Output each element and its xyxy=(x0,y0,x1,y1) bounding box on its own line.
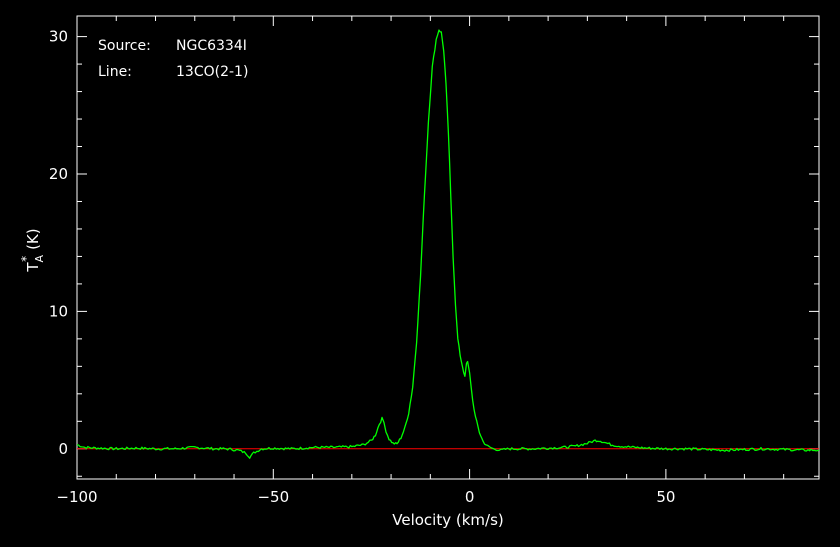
y-axis-ticks: 0 10 20 30 xyxy=(49,28,819,477)
source-info: Source: NGC6334I Line: 13CO(2-1) xyxy=(98,38,248,80)
plot-frame xyxy=(76,15,820,480)
source-value: NGC6334I xyxy=(176,38,247,54)
y-axis-title-subscript: A xyxy=(33,254,46,262)
y-axis-title-unit: (K) xyxy=(24,228,42,250)
x-tick-label: 0 xyxy=(465,488,475,506)
spectrum-line xyxy=(76,29,820,459)
line-value: 13CO(2-1) xyxy=(176,64,248,80)
line-label: Line: xyxy=(98,64,132,80)
y-tick-label: 30 xyxy=(49,28,68,46)
x-tick-label: −100 xyxy=(56,488,97,506)
x-axis-title: Velocity (km/s) xyxy=(392,511,503,529)
y-tick-label: 20 xyxy=(49,165,68,183)
y-tick-label: 0 xyxy=(58,440,68,458)
x-axis-ticks: −100 −50 0 50 xyxy=(56,16,785,506)
x-tick-label: 50 xyxy=(656,488,675,506)
y-tick-label: 10 xyxy=(49,302,68,320)
y-axis-title-superscript: * xyxy=(19,256,33,262)
source-label: Source: xyxy=(98,38,151,54)
svg-text:TA*(K): TA* (K) xyxy=(19,228,46,272)
y-axis-title: TA* (K) xyxy=(19,228,46,272)
x-tick-label: −50 xyxy=(257,488,289,506)
y-axis-title-main: T xyxy=(24,262,42,273)
